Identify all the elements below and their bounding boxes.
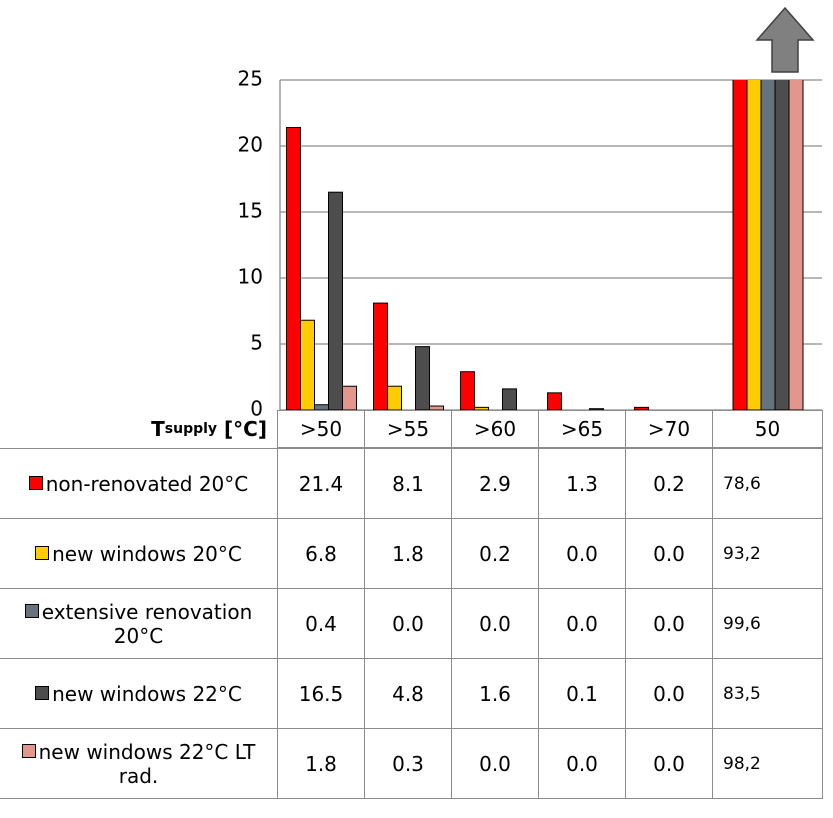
legend-text: new windows 20°C [35, 542, 242, 566]
legend-item: new windows 22°C [0, 658, 278, 729]
unit: [°C] [224, 417, 267, 441]
bar [547, 392, 562, 411]
table-value: 0.0 [538, 518, 626, 589]
bar [589, 408, 604, 411]
legend-text: new windows 22°C LT rad. [4, 740, 273, 788]
table-value: 0.0 [451, 588, 539, 659]
legend-label: new windows 22°C [52, 681, 242, 706]
table-value: 0.0 [451, 728, 539, 799]
legend-label: extensive renovation 20°C [41, 599, 253, 648]
bar [342, 385, 357, 411]
x-tick-label: 50 [712, 410, 823, 448]
legend-marker [35, 685, 50, 700]
bar [634, 406, 649, 411]
table-value: 1.3 [538, 448, 626, 519]
bar [774, 80, 790, 411]
table-value: 78,6 [712, 448, 823, 519]
legend-marker [21, 743, 36, 758]
table-value: 6.8 [277, 518, 365, 589]
table-value: 0.0 [625, 588, 713, 659]
table-value: 1.8 [364, 518, 452, 589]
y-tick-label: 25 [238, 67, 263, 91]
table-value: 0.0 [538, 728, 626, 799]
legend-item: extensive renovation 20°C [0, 588, 278, 659]
table-value: 1.8 [277, 728, 365, 799]
table-value: 2.9 [451, 448, 539, 519]
table-value: 0.0 [625, 658, 713, 729]
y-tick-label: 20 [238, 133, 263, 157]
bars [286, 80, 804, 411]
bar [286, 127, 301, 411]
table-value: 0.4 [277, 588, 365, 659]
table-value: 0.3 [364, 728, 452, 799]
y-tick-label: 10 [238, 265, 263, 289]
x-tick-label: >65 [538, 410, 626, 448]
bar [328, 191, 343, 411]
table-value: 99,6 [712, 588, 823, 659]
bar [732, 80, 748, 411]
bar [373, 302, 388, 411]
legend-label: new windows 20°C [52, 541, 242, 566]
table-value: 16.5 [277, 658, 365, 729]
y-tick-label: 15 [238, 199, 263, 223]
x-tick-label: >50 [277, 410, 365, 448]
legend-marker [24, 603, 39, 618]
bar [502, 388, 517, 411]
subscript: supply [164, 421, 218, 437]
x-tick-label: >55 [364, 410, 452, 448]
legend-marker [28, 475, 43, 490]
bar [387, 385, 402, 411]
table-value: 98,2 [712, 728, 823, 799]
bar [746, 80, 762, 411]
table-value: 21.4 [277, 448, 365, 519]
x-tick-label: >60 [451, 410, 539, 448]
table-value: 0.0 [538, 588, 626, 659]
table-value: 4.8 [364, 658, 452, 729]
table-value: 1.6 [451, 658, 539, 729]
symbol: T [151, 417, 165, 441]
bar [300, 319, 315, 411]
overflow-arrow [755, 6, 815, 73]
legend-label: non-renovated 20°C [45, 471, 249, 496]
y-tick-label: 5 [250, 331, 263, 355]
legend-text: extensive renovation 20°C [4, 600, 273, 648]
bar [415, 346, 430, 411]
table-value: 83,5 [712, 658, 823, 729]
legend-item: non-renovated 20°C [0, 448, 278, 519]
table-value: 0.0 [625, 518, 713, 589]
x-tick-label: >70 [625, 410, 713, 448]
legend-marker [35, 545, 50, 560]
table-value: 8.1 [364, 448, 452, 519]
table-value: 0.0 [364, 588, 452, 659]
legend-text: new windows 22°C [35, 682, 242, 706]
table-value: 0.0 [625, 728, 713, 799]
bar [460, 371, 475, 411]
legend-item: new windows 22°C LT rad. [0, 728, 278, 799]
bar [474, 406, 489, 411]
table-value: 0.2 [625, 448, 713, 519]
y-tick-label: 0 [250, 397, 263, 421]
table-value: 93,2 [712, 518, 823, 589]
legend-text: non-renovated 20°C [28, 471, 249, 496]
table-value: 0.1 [538, 658, 626, 729]
legend-item: new windows 20°C [0, 518, 278, 589]
legend-label: new windows 22°C LT rad. [38, 739, 256, 788]
table-value: 0.2 [451, 518, 539, 589]
